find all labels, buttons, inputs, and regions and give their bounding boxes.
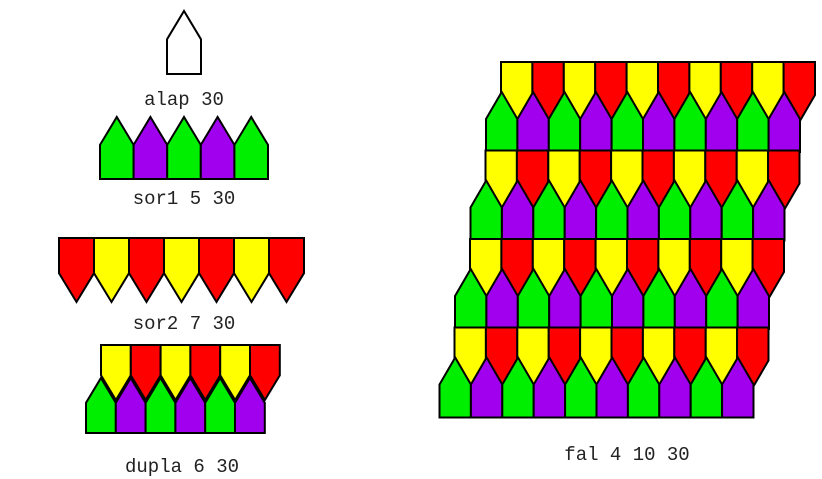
pentagon-up	[721, 355, 755, 419]
figure-fal	[438, 61, 816, 419]
pentagon-up	[233, 115, 269, 180]
pentagon-down	[128, 237, 165, 304]
pentagon-up	[234, 376, 266, 434]
pentagon-down	[163, 237, 200, 304]
pentagon-down	[159, 344, 192, 402]
pentagon-up	[438, 355, 472, 419]
pentagon-up	[658, 355, 692, 419]
pentagon-up	[132, 115, 169, 180]
figure-dupla	[85, 344, 281, 434]
figure-alap	[166, 9, 202, 75]
figure-sor1	[99, 115, 269, 180]
pentagon-down	[219, 344, 251, 402]
pentagon-down	[58, 237, 95, 304]
figure-sor2	[58, 237, 305, 304]
pentagon-up	[204, 376, 236, 434]
pentagon-up	[595, 355, 629, 419]
pentagon-up	[689, 355, 724, 419]
pentagon-up	[85, 376, 117, 434]
pentagon-up	[166, 115, 202, 180]
caption-dupla: dupla 6 30	[124, 456, 240, 478]
pentagon-down	[233, 237, 270, 304]
caption-sor2: sor2 7 30	[132, 313, 236, 335]
pentagon-up	[626, 355, 661, 419]
pentagon-up	[532, 355, 567, 419]
pentagon-down	[249, 344, 281, 402]
pentagon-outline	[166, 9, 202, 75]
pentagon-down	[100, 344, 132, 402]
pentagon-down	[93, 237, 130, 304]
pentagon-down	[198, 237, 235, 304]
pentagon-up	[199, 115, 236, 180]
pentagon-up	[144, 376, 177, 434]
pentagon-up	[114, 376, 147, 434]
pentagon-up	[174, 376, 207, 434]
pentagon-down	[268, 237, 305, 304]
pentagon-down	[189, 344, 222, 402]
pentagon-up	[469, 355, 504, 419]
caption-alap: alap 30	[144, 89, 224, 111]
pentagon-up	[564, 355, 598, 419]
pentagon-up	[99, 115, 135, 180]
pentagon-up	[501, 355, 535, 419]
caption-fal: fal 4 10 30	[564, 444, 690, 466]
pentagon-down	[129, 344, 162, 402]
caption-sor1: sor1 5 30	[132, 188, 236, 210]
